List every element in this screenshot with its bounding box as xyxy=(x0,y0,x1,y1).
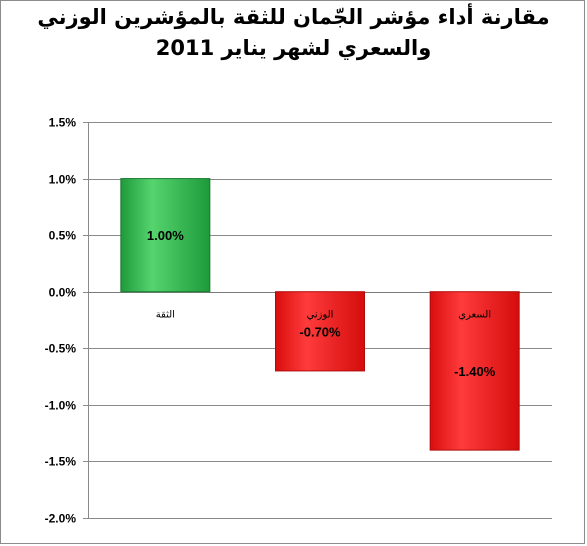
y-tick-label: -0.5% xyxy=(45,342,77,356)
data-label: -0.70% xyxy=(299,324,341,339)
y-tick-label: 1.5% xyxy=(49,116,77,130)
data-label: 1.00% xyxy=(147,228,184,243)
y-tick-label: -1.0% xyxy=(45,399,77,413)
category-label: السعري xyxy=(458,310,491,321)
category-label: الثقة xyxy=(156,310,175,321)
bar xyxy=(429,291,520,451)
bar xyxy=(275,291,365,372)
y-tick-label: -2.0% xyxy=(45,512,77,526)
y-tick-label: 1.0% xyxy=(49,173,77,187)
chart-title-line-1: مقارنة أداء مؤشر الجّمان للثقة بالمؤشرين… xyxy=(37,5,550,29)
chart-title: مقارنة أداء مؤشر الجّمان للثقة بالمؤشرين… xyxy=(0,2,587,64)
y-tick-label: 0.0% xyxy=(49,286,77,300)
y-tick-label: 0.5% xyxy=(49,229,77,243)
chart-title-line-2: والسعري لشهر يناير 2011 xyxy=(155,36,432,60)
y-tick-label: -1.5% xyxy=(45,455,77,469)
bar xyxy=(120,178,211,293)
data-label: -1.40% xyxy=(454,364,496,379)
category-label: الوزني xyxy=(307,310,334,321)
